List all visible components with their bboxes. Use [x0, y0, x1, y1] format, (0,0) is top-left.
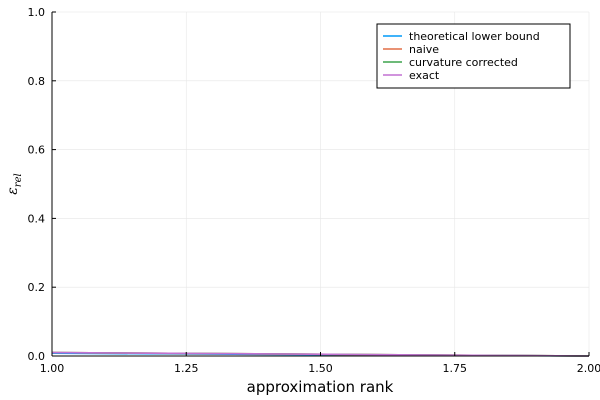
y-axis-title-main: ε [5, 187, 21, 195]
x-tick-label: 2.00 [577, 362, 600, 375]
y-tick-label: 1.0 [28, 6, 46, 19]
y-tick-label: 0.2 [28, 281, 46, 294]
y-axis-title: εrel [5, 173, 24, 194]
y-tick-label: 0.4 [28, 212, 46, 225]
legend-label: exact [409, 69, 440, 82]
tick-labels: 1.00 1.25 1.50 1.75 2.00 0.0 0.2 0.4 0.6 0.8 1.0 [28, 6, 600, 375]
legend-label: naive [409, 43, 439, 56]
legend-label: theoretical lower bound [409, 30, 540, 43]
y-tick-label: 0.8 [28, 75, 46, 88]
x-tick-label: 1.50 [308, 362, 333, 375]
y-tick-label: 0.0 [28, 350, 46, 363]
x-tick-label: 1.75 [443, 362, 468, 375]
legend-box [376, 23, 571, 89]
y-tick-label: 0.6 [28, 144, 46, 157]
x-tick-label: 1.00 [40, 362, 65, 375]
legend-label: curvature corrected [409, 56, 518, 69]
x-tick-label: 1.25 [174, 362, 199, 375]
x-axis-title: approximation rank [247, 378, 394, 396]
y-axis-title-sub: rel [13, 173, 24, 187]
